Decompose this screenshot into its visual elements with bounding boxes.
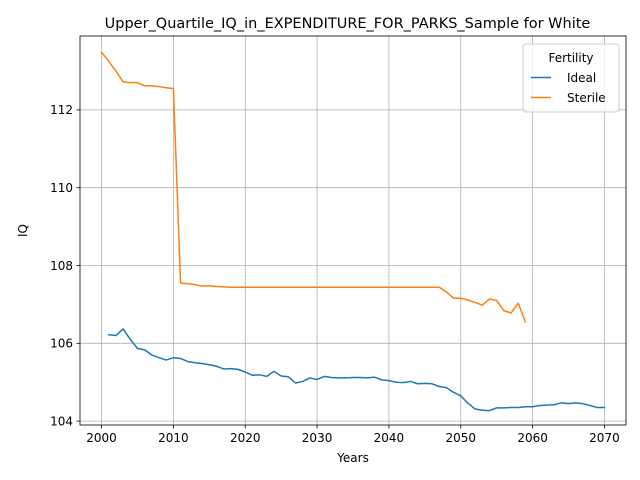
y-tick-label-3: 110 [50, 181, 73, 195]
x-tick-label-6: 2060 [517, 431, 548, 445]
x-axis-label: Years [336, 451, 369, 465]
x-tick-label-0: 2000 [86, 431, 117, 445]
legend: Fertility Ideal Sterile [522, 43, 620, 113]
x-tick-label-1: 2010 [158, 431, 189, 445]
x-axis-ticks: 2000 2010 2020 2030 2040 2050 2060 2070 [86, 425, 620, 445]
y-tick-label-1: 106 [50, 337, 73, 351]
series-line-sterile [100, 51, 527, 323]
legend-title: Fertility [548, 51, 593, 65]
y-tick-label-0: 104 [50, 414, 73, 428]
series-line-ideal [107, 328, 606, 412]
y-axis-label: IQ [16, 224, 30, 237]
grid-lines [80, 36, 626, 425]
legend-box [522, 43, 620, 113]
y-tick-label-4: 112 [50, 103, 73, 117]
legend-label-ideal: Ideal [567, 71, 596, 85]
chart-title: Upper_Quartile_IQ_in_EXPENDITURE_FOR_PAR… [105, 16, 591, 32]
plot-frame [79, 35, 627, 426]
y-tick-label-2: 108 [50, 259, 73, 273]
x-tick-label-5: 2050 [445, 431, 476, 445]
x-tick-label-7: 2070 [589, 431, 620, 445]
y-axis-ticks: 104 106 108 110 112 [50, 103, 80, 428]
legend-label-sterile: Sterile [567, 91, 606, 105]
x-tick-label-4: 2040 [374, 431, 405, 445]
series-lines [100, 51, 606, 412]
x-tick-label-2: 2020 [230, 431, 261, 445]
x-tick-label-3: 2030 [302, 431, 333, 445]
